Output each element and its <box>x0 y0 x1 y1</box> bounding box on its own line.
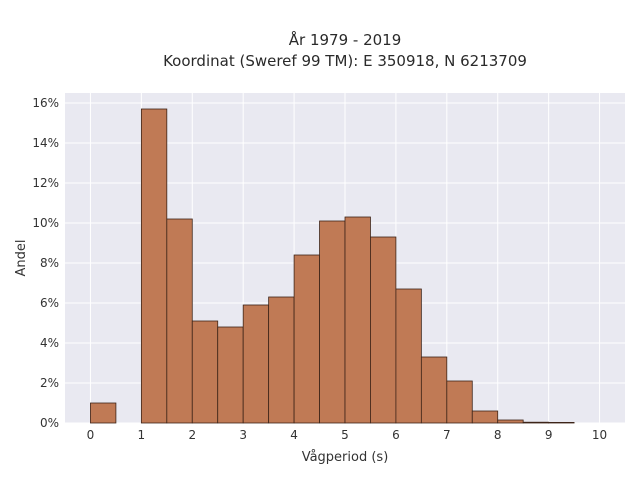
x-tick-label: 8 <box>494 428 502 442</box>
histogram-bar <box>90 402 117 424</box>
y-tick-label: 16% <box>32 96 59 110</box>
x-tick-label: 10 <box>592 428 607 442</box>
histogram-bar <box>293 254 320 424</box>
x-tick-label: 4 <box>290 428 298 442</box>
histogram-bar <box>370 236 397 424</box>
histogram-bar <box>319 220 346 424</box>
y-tick-label: 4% <box>40 336 59 350</box>
y-tick-label: 6% <box>40 296 59 310</box>
y-tick-label: 12% <box>32 176 59 190</box>
y-tick-label: 2% <box>40 376 59 390</box>
y-tick-label: 10% <box>32 216 59 230</box>
histogram-bar <box>471 410 499 424</box>
histogram-bar <box>242 304 270 424</box>
y-tick-label: 14% <box>32 136 59 150</box>
histogram-bar <box>140 108 168 424</box>
histogram-bar <box>395 288 422 424</box>
x-tick-label: 6 <box>392 428 400 442</box>
histogram-bars <box>90 108 575 424</box>
chart-title: År 1979 - 2019 <box>289 30 402 49</box>
histogram-bar <box>420 356 448 424</box>
y-axis-ticks: 0% 2% 4% 6% 8% 10% 12% 14% 16% <box>32 96 59 430</box>
y-tick-label: 8% <box>40 256 59 270</box>
histogram-bar <box>191 320 219 424</box>
histogram-bar <box>522 421 550 424</box>
chart-subtitle: Koordinat (Sweref 99 TM): E 350918, N 62… <box>163 52 527 70</box>
x-tick-label: 7 <box>443 428 451 442</box>
histogram-bar <box>344 216 371 424</box>
x-tick-label: 1 <box>138 428 146 442</box>
histogram-bar <box>217 326 244 424</box>
x-tick-label: 2 <box>188 428 196 442</box>
x-tick-label: 3 <box>239 428 247 442</box>
x-axis-ticks: 0 1 2 3 4 5 6 7 8 9 10 <box>87 428 608 442</box>
x-tick-label: 0 <box>87 428 95 442</box>
x-tick-label: 5 <box>341 428 349 442</box>
histogram-bar <box>446 380 473 424</box>
y-tick-label: 0% <box>40 416 59 430</box>
histogram-bar <box>166 218 193 424</box>
x-axis-label: Vågperiod (s) <box>302 450 389 465</box>
histogram-bar <box>268 296 295 424</box>
histogram-bar <box>548 421 575 424</box>
histogram-bar <box>497 419 524 424</box>
x-tick-label: 9 <box>545 428 553 442</box>
y-axis-label: Andel <box>14 240 29 277</box>
